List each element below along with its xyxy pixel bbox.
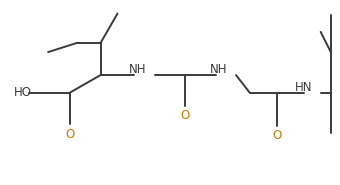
Text: NH: NH (129, 63, 147, 76)
Text: HO: HO (14, 86, 32, 99)
Text: HN: HN (295, 81, 312, 94)
Text: O: O (272, 129, 281, 142)
Text: NH: NH (210, 63, 228, 76)
Text: O: O (66, 128, 75, 141)
Text: O: O (181, 109, 190, 122)
